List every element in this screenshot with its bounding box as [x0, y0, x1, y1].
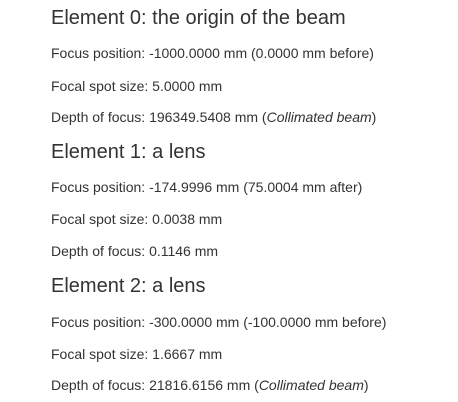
focal-spot-value: 5.0000 mm: [152, 78, 223, 94]
element-1-depth-of-focus: Depth of focus: 0.1146 mm: [51, 242, 218, 260]
depth-label: Depth of focus:: [51, 109, 146, 125]
focal-spot-label: Focal spot size:: [51, 78, 149, 94]
focus-position-label: Focus position:: [51, 314, 146, 330]
element-1-heading: Element 1: a lens: [51, 141, 206, 163]
depth-value: 196349.5408 mm: [149, 109, 259, 125]
depth-note: Collimated beam: [266, 109, 372, 125]
element-0-focus-position: Focus position: -1000.0000 mm (0.0000 mm…: [51, 44, 374, 62]
element-2-depth-of-focus: Depth of focus: 21816.6156 mm (Collimate…: [51, 377, 369, 393]
focus-position-value: -174.9996 mm (75.0004 mm after): [149, 179, 363, 195]
focus-position-value: -1000.0000 mm (0.0000 mm before): [149, 45, 374, 61]
element-2-focal-spot: Focal spot size: 1.6667 mm: [51, 345, 222, 363]
element-0-heading: Element 0: the origin of the beam: [51, 7, 346, 29]
focus-position-value: -300.0000 mm (-100.0000 mm before): [149, 314, 387, 330]
element-0-focal-spot: Focal spot size: 5.0000 mm: [51, 77, 222, 95]
focal-spot-value: 0.0038 mm: [152, 211, 223, 227]
element-2-focus-position: Focus position: -300.0000 mm (-100.0000 …: [51, 313, 386, 331]
depth-label: Depth of focus:: [51, 377, 146, 393]
focus-position-label: Focus position:: [51, 179, 146, 195]
depth-value: 21816.6156 mm: [149, 377, 251, 393]
element-1-focus-position: Focus position: -174.9996 mm (75.0004 mm…: [51, 178, 362, 196]
focal-spot-value: 1.6667 mm: [152, 346, 223, 362]
focal-spot-label: Focal spot size:: [51, 211, 149, 227]
focus-position-label: Focus position:: [51, 45, 146, 61]
depth-note: Collimated beam: [258, 377, 364, 393]
depth-value: 0.1146 mm: [149, 243, 219, 259]
element-2-heading: Element 2: a lens: [51, 275, 206, 297]
depth-label: Depth of focus:: [51, 243, 146, 259]
element-0-depth-of-focus: Depth of focus: 196349.5408 mm (Collimat…: [51, 109, 377, 125]
element-1-focal-spot: Focal spot size: 0.0038 mm: [51, 210, 222, 228]
focal-spot-label: Focal spot size:: [51, 346, 149, 362]
